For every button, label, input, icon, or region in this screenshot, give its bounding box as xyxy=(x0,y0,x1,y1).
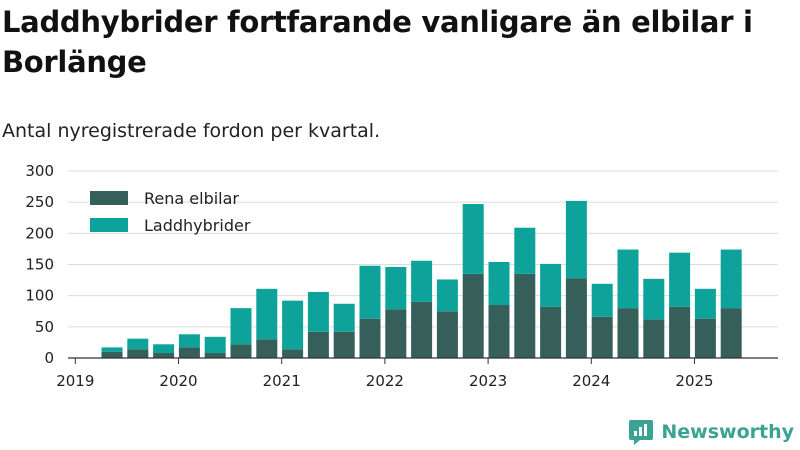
bar-segment xyxy=(178,334,200,348)
bar-segment xyxy=(153,353,175,358)
bar-segment xyxy=(540,306,562,358)
legend-label: Laddhybrider xyxy=(144,216,251,235)
bar-segment xyxy=(669,306,691,358)
bar-segment xyxy=(230,344,252,358)
bar-segment xyxy=(591,316,613,358)
y-tick-label: 150 xyxy=(25,256,54,274)
chart-subtitle: Antal nyregistrerade fordon per kvartal. xyxy=(2,120,381,142)
bar-segment xyxy=(230,308,252,345)
bar-segment xyxy=(514,273,536,358)
bar-segment xyxy=(359,318,381,358)
legend: Rena elbilar Laddhybrider xyxy=(90,189,251,235)
x-axis: 2019 2020 2021 2022 2023 2024 2025 xyxy=(56,357,778,390)
bar-segment xyxy=(385,266,407,310)
newsworthy-logo-icon xyxy=(629,420,654,445)
bar-segment xyxy=(204,353,226,358)
bar-segment xyxy=(643,278,665,320)
bar-segment xyxy=(617,249,639,309)
bar-segment xyxy=(101,351,123,358)
bar-segment xyxy=(462,204,484,274)
bar-segment xyxy=(204,336,226,354)
bar-segment xyxy=(565,278,587,358)
bar-segment xyxy=(617,308,639,358)
x-tick-label: 2024 xyxy=(572,372,610,390)
bar-segment xyxy=(282,349,304,358)
y-tick-label: 50 xyxy=(35,318,54,336)
bar-segment xyxy=(307,331,329,358)
bar-segment xyxy=(153,344,175,354)
bar-segment xyxy=(591,283,613,317)
brand-name: Newsworthy xyxy=(661,421,794,443)
x-tick-label: 2020 xyxy=(159,372,197,390)
bar-segment xyxy=(359,265,381,319)
bar-segment xyxy=(411,260,433,302)
x-tick-label: 2025 xyxy=(675,372,713,390)
x-tick-label: 2022 xyxy=(366,372,404,390)
bars xyxy=(101,200,742,358)
y-tick-label: 100 xyxy=(25,287,54,305)
bar-segment xyxy=(101,347,123,352)
bar-segment xyxy=(514,227,536,274)
bar-segment xyxy=(720,308,742,358)
bar-segment xyxy=(127,349,149,358)
bar-segment xyxy=(282,300,304,350)
y-axis-ticks: 0 50 100 150 200 250 300 xyxy=(25,162,54,367)
bar-segment xyxy=(385,309,407,358)
bar-segment xyxy=(436,311,458,358)
y-tick-label: 0 xyxy=(44,349,54,367)
bar-segment xyxy=(256,288,278,340)
bar-segment xyxy=(178,347,200,358)
bar-segment xyxy=(669,252,691,307)
bar-segment xyxy=(565,200,587,279)
brand-logo: Newsworthy xyxy=(628,418,794,446)
bar-segment xyxy=(256,339,278,358)
bar-segment xyxy=(694,318,716,358)
bar-segment xyxy=(488,262,510,306)
bar-segment xyxy=(488,305,510,358)
bar-segment xyxy=(643,319,665,358)
bar-segment xyxy=(411,301,433,358)
bar-segment xyxy=(540,263,562,307)
legend-swatch xyxy=(90,218,128,232)
x-tick-label: 2023 xyxy=(469,372,507,390)
x-tick-label: 2019 xyxy=(56,372,94,390)
x-tick-label: 2021 xyxy=(263,372,301,390)
bar-segment xyxy=(333,303,355,332)
legend-swatch xyxy=(90,191,128,205)
y-tick-label: 200 xyxy=(25,224,54,242)
legend-label: Rena elbilar xyxy=(144,189,239,208)
y-tick-label: 250 xyxy=(25,193,54,211)
bar-segment xyxy=(694,288,716,319)
bar-segment xyxy=(307,291,329,332)
bar-segment xyxy=(720,249,742,309)
bar-segment xyxy=(127,338,149,350)
chart-title: Laddhybrider fortfarande vanligare än el… xyxy=(2,5,753,79)
bar-segment xyxy=(462,273,484,358)
y-tick-label: 300 xyxy=(25,162,54,180)
bar-segment xyxy=(333,331,355,358)
bar-segment xyxy=(436,279,458,312)
